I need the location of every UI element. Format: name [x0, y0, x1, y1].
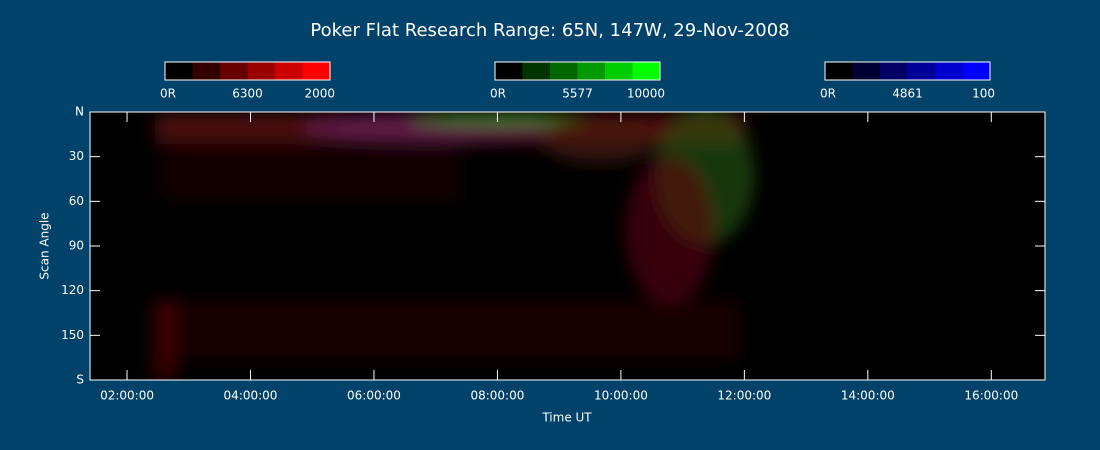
x-axis-title: Time UT	[541, 411, 592, 425]
colorbar-swatch	[495, 62, 523, 80]
x-tick-label: 08:00:00	[470, 389, 524, 403]
y-axis-title: Scan Angle	[38, 212, 52, 279]
x-tick-label: 12:00:00	[717, 389, 771, 403]
y-tick-label: 150	[61, 328, 84, 342]
keogram-image	[152, 112, 755, 380]
y-tick-label: 60	[69, 194, 84, 208]
colorbar-frame	[824, 61, 991, 81]
y-tick-label: 30	[69, 149, 84, 163]
x-tick-label: 14:00:00	[841, 389, 895, 403]
colorbar-label: 0R	[820, 87, 836, 101]
x-tick-label: 06:00:00	[347, 389, 401, 403]
colorbar-swatch	[935, 62, 963, 80]
colorbar-swatch	[962, 62, 990, 80]
y-tick-label: 120	[61, 283, 84, 297]
x-tick-label: 16:00:00	[964, 389, 1018, 403]
y-tick-label: 90	[69, 239, 84, 253]
colorbar-swatch	[275, 62, 303, 80]
colorbar-label: 6300	[232, 87, 263, 101]
colorbar-swatch	[522, 62, 550, 80]
colorbar-label: 10000	[627, 87, 665, 101]
colorbar-swatch	[907, 62, 935, 80]
x-tick-label: 10:00:00	[594, 389, 648, 403]
colorbar-swatch	[302, 62, 330, 80]
y-tick-label: N	[75, 105, 84, 119]
colorbar-swatch	[550, 62, 578, 80]
colorbar-swatch	[852, 62, 880, 80]
colorbar-label: 100	[972, 87, 995, 101]
colorbar-swatch	[247, 62, 275, 80]
colorbar-swatch	[880, 62, 908, 80]
colorbar-label: 0R	[160, 87, 176, 101]
x-tick-label: 02:00:00	[100, 389, 154, 403]
colorbar-swatch	[220, 62, 248, 80]
colorbar-frame	[494, 61, 661, 81]
colorbar-label: 0R	[490, 87, 506, 101]
colorbar-swatch	[192, 62, 220, 80]
colorbar-label: 5577	[562, 87, 593, 101]
chart-title: Poker Flat Research Range: 65N, 147W, 29…	[310, 20, 789, 41]
colorbar-swatch	[165, 62, 193, 80]
colorbar-swatch	[577, 62, 605, 80]
x-tick-label: 04:00:00	[224, 389, 278, 403]
colorbar-swatch	[825, 62, 853, 80]
colorbar-frame	[164, 61, 331, 81]
colorbar-swatch	[632, 62, 660, 80]
colorbar-label: 4861	[892, 87, 923, 101]
colorbar-label: 2000	[304, 87, 335, 101]
y-tick-label: S	[76, 373, 84, 387]
colorbar-swatch	[605, 62, 633, 80]
